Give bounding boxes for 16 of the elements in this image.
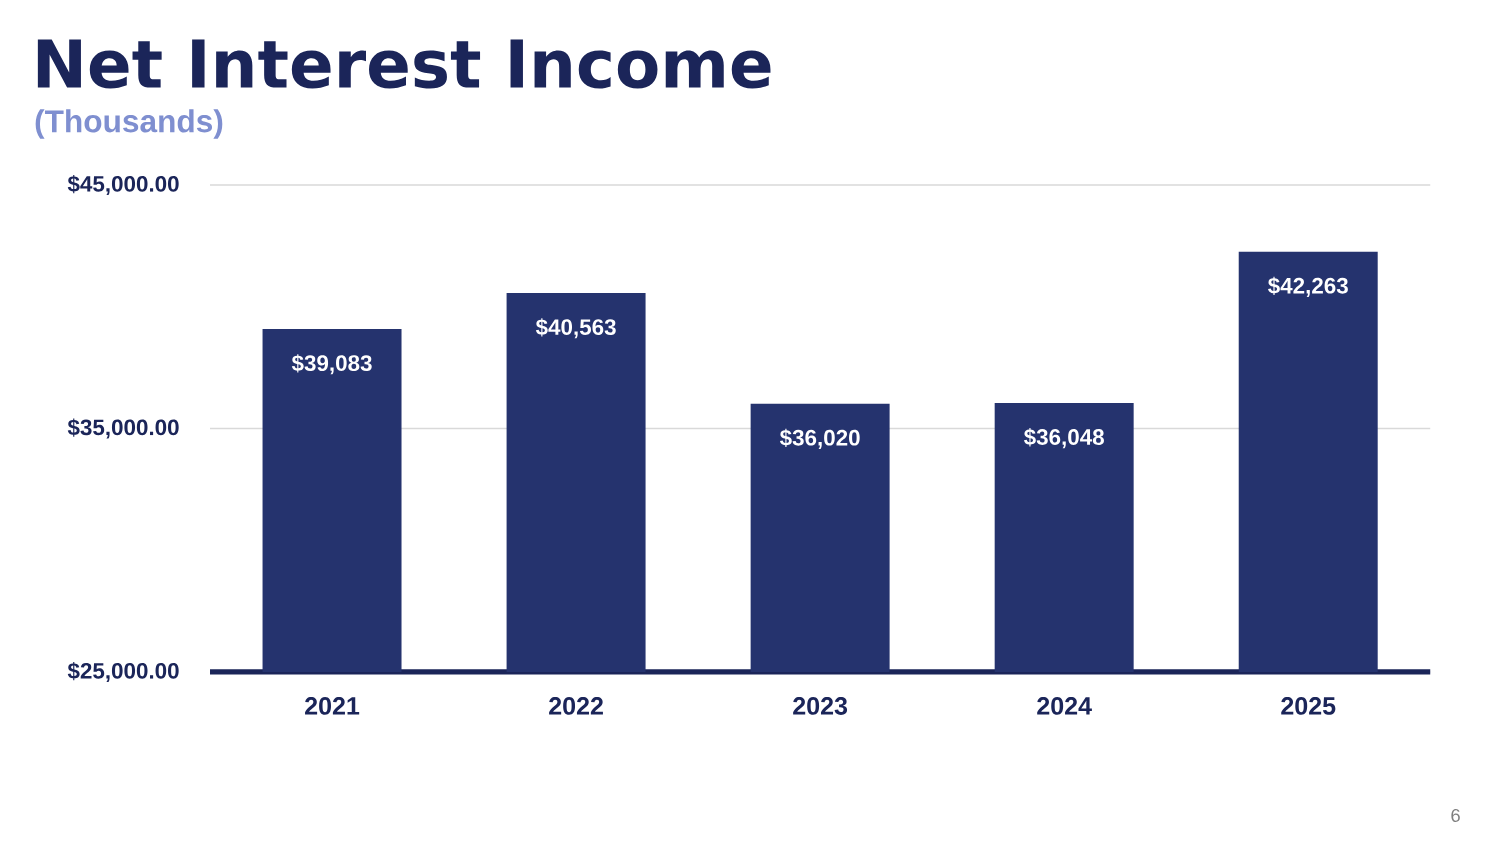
x-tick-label: 2021 <box>305 697 360 715</box>
x-tick-label: 2023 <box>793 697 848 715</box>
y-tick-label: $35,000.00 <box>67 418 179 439</box>
data-label: $40,563 <box>535 318 616 339</box>
y-tick-label: $45,000.00 <box>67 174 179 196</box>
x-tick-label: 2025 <box>1281 697 1336 715</box>
data-label: $36,048 <box>1023 428 1104 449</box>
chart-title: Net Interest Income <box>37 39 771 89</box>
y-tick-label: $25,000.00 <box>67 661 179 683</box>
data-label: $39,083 <box>291 354 372 375</box>
x-tick-label: 2022 <box>549 697 603 715</box>
data-label: $42,263 <box>1268 276 1348 297</box>
data-label: $36,020 <box>779 428 860 449</box>
text: 6 <box>1451 808 1460 822</box>
chart-subtitle: (Thousands) <box>35 109 223 139</box>
x-tick-label: 2024 <box>1037 697 1092 715</box>
